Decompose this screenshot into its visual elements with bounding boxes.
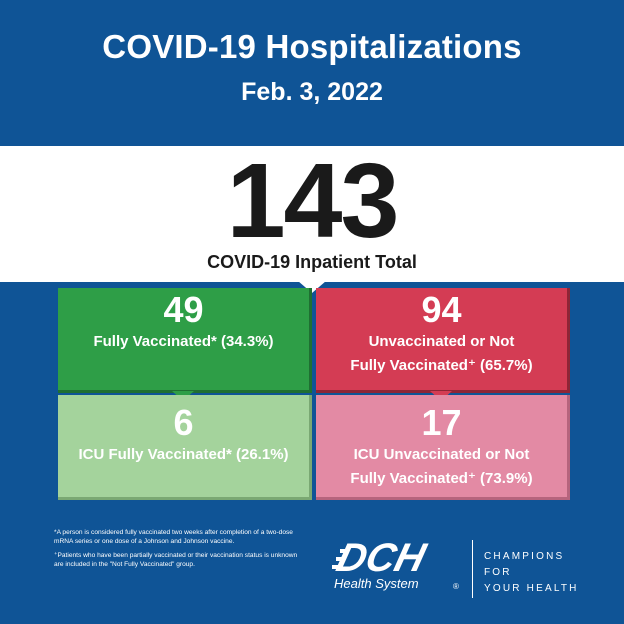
tile-icu-fully-vaccinated: 6 ICU Fully Vaccinated* (26.1%) [58, 395, 312, 500]
total-band [0, 146, 624, 282]
page-title: COVID-19 Hospitalizations [102, 28, 522, 65]
logo-wordmark: DCH [332, 535, 432, 580]
total-count: 143 [226, 142, 400, 260]
page-date: Feb. 3, 2022 [241, 78, 383, 106]
tagline-line1: CHAMPIONS FOR [484, 551, 565, 578]
tile-value: 94 [421, 289, 462, 330]
footnote-not-fully-vaccinated: ⁺Patients who have been partially vaccin… [54, 552, 298, 568]
tile-value: 17 [421, 402, 462, 443]
footnotes: *A person is considered fully vaccinated… [54, 528, 304, 574]
tile-icu-unvaccinated: 17 ICU Unvaccinated or Not Fully Vaccina… [316, 395, 570, 500]
logo-bar [336, 557, 344, 561]
footnote-fully-vaccinated: *A person is considered fully vaccinated… [54, 529, 293, 545]
logo-bar [340, 549, 346, 553]
tagline: CHAMPIONS FOR YOUR HEALTH [484, 549, 594, 597]
tile-value: 6 [173, 402, 194, 443]
logo-divider [472, 540, 473, 598]
dch-logo: DCH Health System ® [332, 535, 459, 591]
tile-label-line1: Unvaccinated or Not [368, 333, 515, 350]
registered-mark: ® [453, 582, 459, 591]
tile-label: ICU Fully Vaccinated* (26.1%) [78, 446, 289, 463]
tile-label-line1: ICU Unvaccinated or Not [353, 446, 530, 463]
tile-fully-vaccinated: 49 Fully Vaccinated* (34.3%) [58, 288, 312, 393]
tile-value: 49 [163, 289, 204, 330]
tile-label: Fully Vaccinated* (34.3%) [93, 333, 274, 350]
tile-label-line2: Fully Vaccinated⁺ (65.7%) [350, 357, 533, 374]
logo-subtext: Health System [334, 576, 419, 591]
total-label: COVID-19 Inpatient Total [207, 252, 417, 272]
logo-bar [332, 565, 340, 569]
tagline-line2: YOUR HEALTH [484, 583, 579, 594]
tile-label-line2: Fully Vaccinated⁺ (73.9%) [350, 470, 533, 487]
tile-unvaccinated: 94 Unvaccinated or Not Fully Vaccinated⁺… [316, 288, 570, 393]
